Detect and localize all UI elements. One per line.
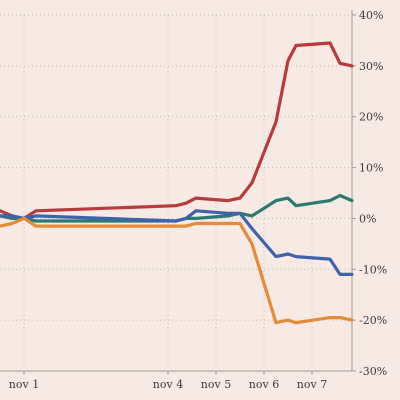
x-tick-label: nov 7: [297, 378, 327, 391]
chart-series: [0, 41, 354, 325]
y-tick-label: -20%: [359, 314, 387, 327]
y-tick-label: 30%: [359, 60, 383, 73]
y-tick-label: 10%: [359, 162, 383, 175]
chart-grid: [0, 14, 352, 372]
y-tick-label: -10%: [359, 263, 387, 276]
y-axis: 40% 30% 20% 10% 0% -10% -20% -30%: [351, 9, 387, 378]
x-tick-label: nov 5: [201, 378, 231, 391]
y-tick-label: 20%: [359, 111, 383, 124]
x-tick-label: nov 6: [249, 378, 279, 391]
y-tick-label: -30%: [359, 365, 387, 378]
x-axis: nov 1 nov 4 nov 5 nov 6 nov 7: [0, 370, 352, 391]
y-tick-label: 40%: [359, 9, 383, 22]
series-line-3: [0, 209, 354, 276]
series-line-4: [0, 216, 354, 325]
y-tick-label: 0%: [359, 212, 376, 225]
x-tick-label: nov 4: [153, 378, 183, 391]
x-tick-label: nov 1: [9, 378, 39, 391]
series-line-1: [0, 41, 354, 220]
